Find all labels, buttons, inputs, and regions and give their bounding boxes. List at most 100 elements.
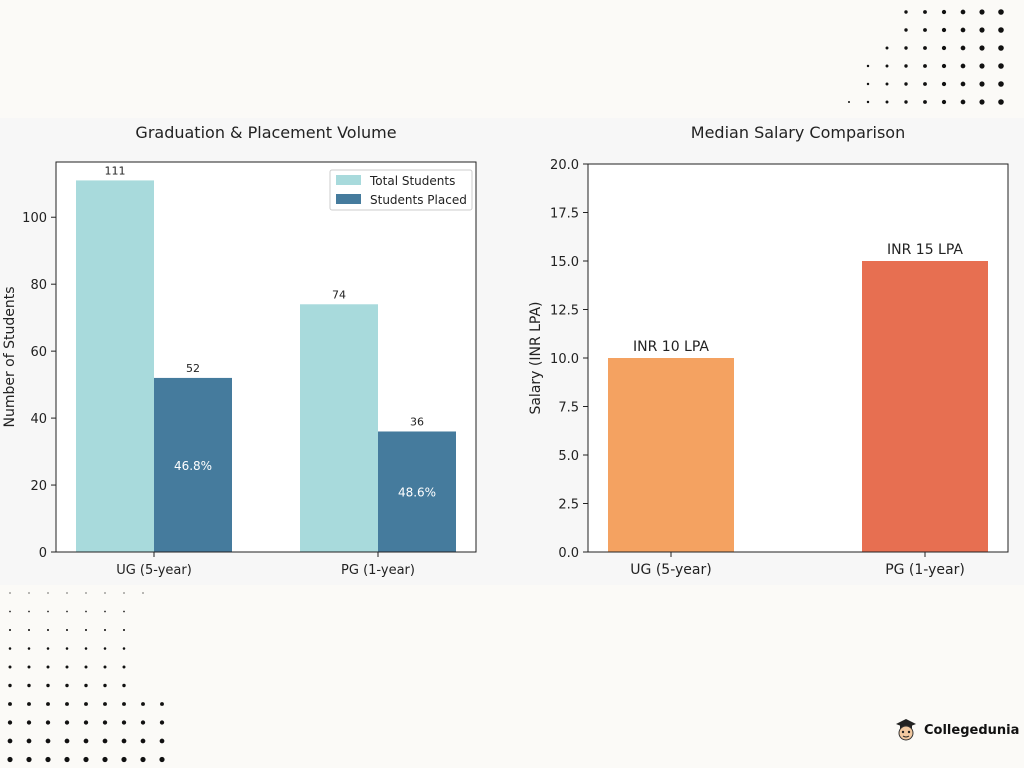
decorative-dot [65, 665, 69, 669]
decorative-dot [140, 756, 146, 763]
decorative-dot [904, 28, 908, 32]
decorative-dot [47, 592, 49, 594]
decorative-dot [84, 647, 88, 650]
decorative-dot [121, 738, 127, 744]
x-tick-label: UG (5-year) [116, 563, 192, 578]
placement-rate-label: 46.8% [174, 459, 212, 473]
decorative-dot [847, 100, 851, 104]
decorative-dot [979, 99, 985, 105]
decorative-dot [26, 756, 32, 763]
volume-chart: Graduation & Placement Volume 0 20 40 60 80 1… [2, 123, 477, 578]
y-tick-label: 0 [39, 546, 47, 561]
x-tick-label: UG (5-year) [630, 562, 711, 578]
y-tick-label: 5.0 [558, 449, 579, 464]
decorative-dot [28, 592, 30, 594]
decorative-dot [46, 628, 50, 632]
decorative-dot [159, 738, 165, 744]
decorative-dot [121, 756, 127, 763]
volume-plot-frame [55, 161, 477, 553]
salary-chart-title: Median Salary Comparison [691, 123, 905, 142]
x-tick-label: PG (1-year) [885, 562, 965, 578]
decorative-dot [923, 64, 927, 68]
decorative-dot [27, 647, 31, 650]
y-tick-label: 100 [22, 211, 47, 226]
data-label-salary: INR 10 LPA [633, 339, 709, 355]
decorative-dot [122, 702, 126, 706]
decorative-dot [103, 665, 107, 669]
decorative-dot [28, 610, 30, 613]
salary-plot-frame [587, 163, 1009, 553]
decorative-dot [65, 647, 69, 650]
decorative-dot [904, 100, 908, 104]
decorative-dot [960, 9, 966, 15]
decorative-dot [923, 10, 927, 14]
decorative-dot [27, 665, 31, 669]
decorative-dot [84, 628, 88, 632]
decorative-dot [65, 683, 69, 688]
brand-logo: Collegedunia [894, 715, 1019, 745]
decorative-dot [7, 720, 13, 725]
decorative-dot [960, 45, 966, 51]
decorative-dot [904, 10, 908, 14]
y-tick-label: 80 [30, 278, 47, 293]
y-tick-label: 7.5 [558, 401, 579, 416]
bar-median-salary [862, 261, 988, 552]
decorative-dot [960, 63, 966, 69]
decorative-dot [140, 738, 146, 744]
decorative-dot [140, 720, 146, 725]
decorative-dot [998, 99, 1004, 105]
bar-students-placed [378, 431, 456, 552]
decorative-dot [26, 738, 32, 744]
decorative-dot [65, 628, 69, 632]
volume-legend: Total Students Students Placed [329, 169, 473, 211]
graduate-mascot-icon [896, 719, 916, 741]
decorative-dot [66, 592, 68, 594]
decorative-dot [122, 628, 126, 632]
decorative-dot [885, 64, 889, 68]
decorative-dot [121, 720, 127, 725]
decorative-dot [7, 756, 13, 763]
decorative-dot [9, 592, 11, 594]
bar-students-placed [154, 377, 232, 552]
salary-y-axis-label: Salary (INR LPA) [528, 301, 544, 414]
decorative-dot [960, 99, 966, 105]
y-tick-label: 17.5 [550, 207, 579, 222]
decorative-dot [998, 27, 1004, 33]
decorative-dot [27, 628, 31, 632]
legend-swatch-placed [336, 194, 361, 204]
decorative-dot [64, 720, 70, 725]
salary-chart: Median Salary Comparison 0.0 2.5 5.0 7.5 10.… [528, 123, 1009, 578]
y-tick-label: 40 [30, 412, 47, 427]
decorative-dot [102, 738, 108, 744]
data-label-total: 111 [105, 164, 126, 177]
decorative-dot [979, 63, 985, 69]
y-tick-label: 15.0 [550, 255, 579, 270]
decorative-dot [960, 27, 966, 33]
volume-chart-title: Graduation & Placement Volume [135, 123, 396, 142]
decorative-dot [46, 702, 50, 706]
decorative-dot [904, 82, 908, 86]
decorative-dot [84, 702, 88, 706]
y-tick-label: 60 [30, 345, 47, 360]
decorative-dot [904, 46, 908, 50]
decorative-dot [83, 738, 89, 744]
decorative-dot [159, 720, 165, 725]
decorative-dot [27, 683, 31, 688]
decorative-dot [85, 610, 87, 613]
decorative-dot-pattern-top-right [847, 9, 1004, 105]
decorative-dot [7, 738, 13, 744]
legend-label-placed: Students Placed [370, 193, 467, 207]
decorative-dot-pattern-bottom-left [7, 592, 165, 763]
decorative-dot [979, 27, 985, 33]
charts-panel: Graduation & Placement Volume 0 20 40 60 80 1… [0, 118, 1024, 585]
decorative-dot [998, 9, 1004, 15]
decorative-dot [979, 9, 985, 15]
decorative-dot [885, 46, 889, 50]
decorative-dot [45, 720, 51, 725]
legend-box [329, 169, 473, 211]
placement-rate-label: 48.6% [398, 486, 436, 500]
decorative-dot [46, 665, 50, 669]
decorative-dot [46, 647, 50, 650]
decorative-dot [159, 756, 165, 763]
decorative-dot [46, 683, 50, 688]
